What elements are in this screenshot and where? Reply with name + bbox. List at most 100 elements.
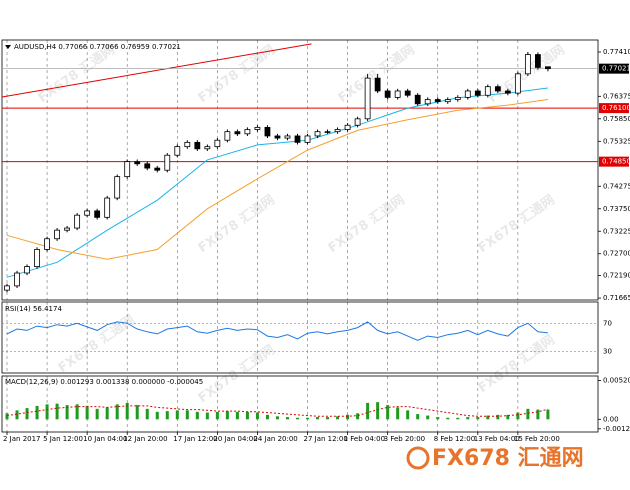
level-label: 0.76100: [602, 104, 630, 112]
histogram-bar: [185, 410, 189, 420]
histogram-bar: [265, 414, 269, 420]
x-tick-label: 2 Jan 2017: [3, 435, 41, 443]
current-price-tag: [599, 63, 629, 74]
candle-body: [464, 90, 471, 98]
histogram-bar: [245, 411, 249, 420]
candle-body: [24, 266, 30, 274]
histogram-bar: [436, 417, 440, 420]
histogram-bar: [115, 404, 119, 420]
candle-body: [434, 99, 441, 103]
x-tick-label: 24 Jan 20:00: [253, 435, 297, 443]
x-tick-label: 20 Jan 04:00: [213, 435, 257, 443]
candle-body: [304, 135, 311, 143]
candle-body: [514, 73, 521, 94]
histogram-bar: [516, 412, 520, 420]
histogram-bar: [316, 417, 320, 420]
candle-body: [134, 161, 141, 165]
histogram-bar: [85, 405, 89, 420]
current-price-label: 0.77021: [602, 65, 630, 73]
histogram-bar: [476, 417, 480, 420]
candle-body: [294, 135, 301, 143]
macd-panel: [1, 375, 599, 433]
histogram-bar: [306, 417, 310, 420]
candle-body: [354, 118, 361, 126]
x-tick-label: 27 Jan 12:00: [304, 435, 348, 443]
histogram-bar: [546, 409, 550, 420]
candle-body: [224, 131, 231, 141]
y-tick-label: 0.75850: [603, 115, 630, 123]
y-tick-label: 0.72190: [603, 272, 630, 280]
candle-body: [494, 86, 501, 92]
rsi-title: RSI(14) 56.4174: [5, 305, 62, 313]
candle-body: [174, 146, 181, 156]
histogram-bar: [285, 417, 289, 420]
candle-body: [454, 96, 461, 100]
histogram-bar: [275, 416, 279, 420]
y-tick-label: -0.001275: [603, 425, 630, 433]
candle-body: [474, 90, 481, 96]
histogram-bar: [145, 408, 149, 420]
candle-body: [234, 131, 241, 135]
moving-average: [6, 99, 548, 260]
histogram-bar: [295, 417, 299, 420]
y-tick-label: 30: [603, 348, 612, 356]
histogram-bar: [396, 407, 400, 420]
candle-body: [264, 126, 271, 137]
histogram-bar: [45, 404, 49, 420]
candle-body: [545, 66, 551, 70]
x-tick-label: 5 Jan 12:00: [43, 435, 83, 443]
histogram-bar: [426, 415, 430, 420]
rsi-line: [6, 321, 548, 341]
candle-body: [64, 227, 71, 231]
logo-icon: [406, 446, 430, 470]
histogram-bar: [446, 417, 450, 420]
candle-body: [374, 77, 381, 92]
candle-body: [284, 135, 291, 139]
candle-body: [404, 90, 411, 96]
histogram-bar: [456, 417, 460, 420]
histogram-bar: [165, 411, 169, 420]
candle-body: [524, 54, 531, 75]
histogram-bar: [135, 405, 139, 420]
candle-body: [154, 167, 161, 171]
histogram-bar: [386, 405, 390, 420]
histogram-bar: [235, 411, 239, 420]
candle-body: [184, 141, 191, 148]
macd-title: MACD(12,26,9) 0.001293 0.001338 0.000000…: [5, 378, 203, 386]
y-tick-label: 0.74275: [603, 182, 630, 190]
x-tick-label: 8 Feb 12:00: [434, 435, 475, 443]
signal-line: [6, 405, 549, 417]
candle-body: [94, 210, 101, 218]
histogram-bar: [356, 413, 360, 420]
x-tick-label: 12 Jan 20:00: [123, 435, 167, 443]
histogram-bar: [496, 414, 500, 420]
candle-body: [394, 90, 401, 98]
candle-body: [4, 285, 10, 291]
y-tick-label: 70: [603, 319, 612, 327]
histogram-bar: [536, 409, 540, 420]
candle-body: [14, 272, 20, 287]
histogram-bar: [255, 412, 259, 420]
candle-body: [314, 131, 321, 137]
candle-body: [114, 176, 121, 199]
candle-body: [324, 131, 331, 133]
y-tick-label: 0.75325: [603, 137, 630, 145]
candle-body: [104, 197, 111, 218]
y-tick-label: 0.005209: [603, 376, 630, 384]
y-tick-label: 0.73225: [603, 227, 630, 235]
candle-body: [344, 124, 351, 130]
x-tick-label: 15 Feb 20:00: [514, 435, 560, 443]
candle-body: [164, 154, 171, 171]
candle-body: [334, 129, 341, 133]
histogram-bar: [376, 402, 380, 420]
y-tick-label: 0.76375: [603, 92, 630, 100]
histogram-bar: [336, 416, 340, 420]
histogram-bar: [15, 410, 19, 420]
x-tick-label: 3 Feb 20:00: [384, 435, 425, 443]
y-tick-label: 0.71665: [603, 294, 630, 302]
candle-body: [124, 161, 131, 178]
histogram-bar: [466, 417, 470, 420]
histogram-bar: [205, 412, 209, 420]
